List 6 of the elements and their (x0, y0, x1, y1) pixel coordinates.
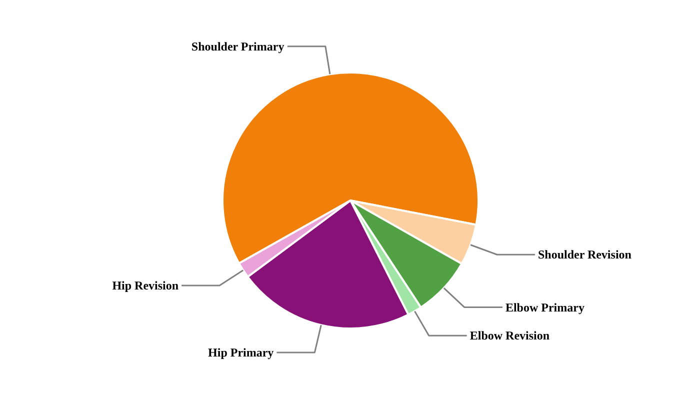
slice-label: Hip Revision (112, 278, 179, 293)
slice-label: Shoulder Primary (191, 39, 284, 54)
slice-label: Shoulder Revision (538, 248, 632, 262)
slice-label: Elbow Revision (470, 328, 550, 343)
slice-label: Elbow Primary (505, 300, 584, 314)
slice-label: Hip Primary (208, 345, 274, 360)
